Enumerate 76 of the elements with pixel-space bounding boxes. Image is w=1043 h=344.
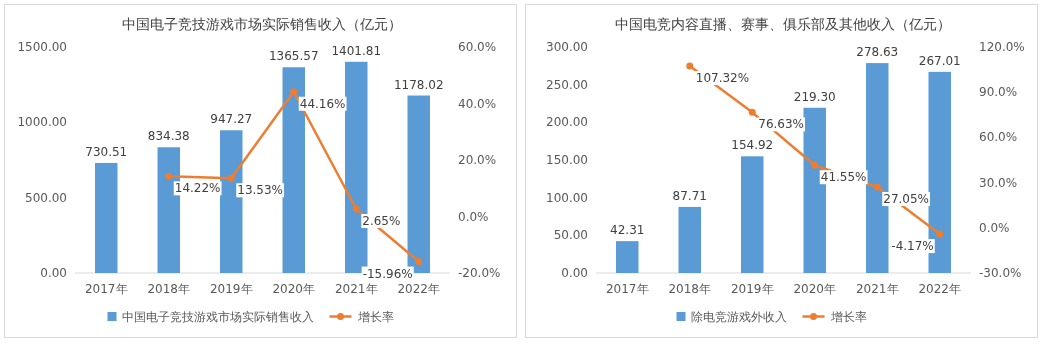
x-tick-label: 2017年 (605, 282, 649, 296)
legend-label: 除电竞游戏外收入 (690, 310, 787, 324)
x-tick-label: 2019年 (730, 282, 774, 296)
x-tick-label: 2022年 (918, 282, 962, 296)
data-label: 947.27 (210, 112, 253, 127)
point (352, 205, 360, 213)
data-label: 219.30 (793, 89, 836, 104)
x-tick-label: 2018年 (668, 282, 712, 296)
y2-tick-label: 20.0% (458, 153, 497, 167)
data-label: 154.92 (731, 138, 774, 153)
data-label: 278.63 (856, 45, 899, 60)
data-label: 76.63% (758, 117, 805, 132)
y2-tick-label: 60.0% (458, 40, 497, 54)
y2-tick-label: -20.0% (458, 266, 501, 280)
y2-tick-label: 30.0% (979, 175, 1018, 190)
data-label: 2.65% (362, 214, 401, 229)
x-tick-label: 2020年 (272, 282, 316, 296)
y-tick-label: 1000.00 (17, 115, 67, 130)
legend-label: 中国电子竞技游戏市场实际销售收入 (121, 310, 314, 324)
x-tick-label: 2019年 (209, 282, 253, 296)
chart-title: 中国电子竞技游戏市场实际销售收入（亿元） (121, 16, 402, 32)
y-tick-label: 150.00 (546, 153, 588, 167)
chart-title: 中国电竞内容直播、赛事、俱乐部及其他收入（亿元） (614, 16, 951, 32)
y-tick-label: 500.00 (25, 190, 67, 205)
data-label: 834.38 (147, 129, 190, 144)
legend-label: 增长率 (829, 310, 867, 324)
data-label: 1365.57 (268, 49, 319, 64)
point (227, 174, 235, 182)
data-label: 87.71 (672, 188, 707, 203)
y2-tick-label: 40.0% (458, 96, 497, 111)
bar (741, 156, 764, 273)
y-tick-label: 0.00 (561, 266, 588, 280)
bar (616, 241, 639, 273)
data-label: 13.53% (237, 183, 284, 198)
point (290, 88, 298, 96)
data-label: 14.22% (174, 181, 221, 196)
y-tick-label: 300.00 (546, 40, 588, 54)
bar (95, 162, 118, 273)
data-label: 44.16% (299, 96, 346, 111)
data-label: 27.05% (883, 192, 930, 207)
data-label: 41.55% (820, 170, 867, 185)
data-label: 42.31 (610, 223, 645, 238)
y-tick-label: 50.00 (553, 228, 588, 243)
y2-tick-label: 120.0% (979, 40, 1025, 54)
point (415, 258, 423, 266)
point (936, 230, 944, 238)
y2-tick-label: 60.0% (979, 130, 1018, 145)
y-tick-label: 0.00 (40, 266, 67, 280)
data-label: 1178.02 (393, 77, 444, 92)
legend-label: 增长率 (356, 310, 394, 324)
data-label: -15.96% (362, 266, 413, 281)
point (873, 183, 881, 191)
data-label: 267.01 (918, 53, 961, 68)
y-tick-label: 200.00 (546, 115, 588, 130)
y-tick-label: 250.00 (546, 77, 588, 92)
x-tick-label: 2021年 (334, 282, 378, 296)
data-label: 730.51 (85, 144, 128, 159)
x-tick-label: 2021年 (855, 282, 899, 296)
x-tick-label: 2018年 (147, 282, 191, 296)
x-tick-label: 2017年 (84, 282, 128, 296)
point (748, 108, 756, 116)
y-tick-label: 100.00 (546, 190, 588, 205)
y-tick-label: 1500.00 (17, 40, 67, 54)
data-label: 1401.81 (331, 43, 382, 58)
y2-tick-label: -30.0% (979, 266, 1022, 280)
y2-tick-label: 90.0% (979, 85, 1018, 100)
x-tick-label: 2020年 (793, 282, 837, 296)
point (811, 161, 819, 169)
y2-tick-label: 0.0% (979, 220, 1010, 235)
x-tick-label: 2022年 (397, 282, 441, 296)
point (165, 172, 173, 180)
data-label: 107.32% (695, 71, 750, 86)
data-label: -4.17% (891, 239, 934, 254)
y2-tick-label: 0.0% (458, 209, 489, 224)
point (686, 62, 694, 70)
bar (678, 206, 701, 273)
